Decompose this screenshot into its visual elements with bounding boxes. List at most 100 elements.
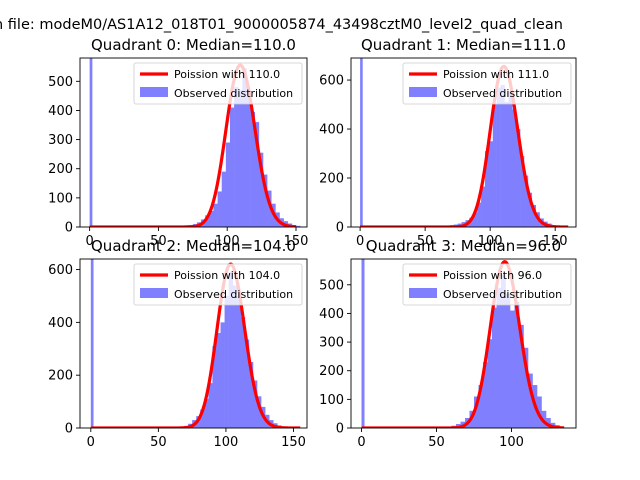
- legend: Poission with 96.0 Observed distribution: [402, 263, 572, 306]
- y-tick-label: 200: [48, 369, 73, 384]
- histogram-bar: [520, 155, 525, 227]
- histogram-bar: [488, 141, 494, 227]
- histogram-bar: [257, 396, 262, 428]
- x-tick-label: 100: [478, 234, 503, 249]
- histogram-bar: [232, 285, 238, 428]
- y-tick-label: 400: [319, 307, 344, 322]
- y-tick-label: 400: [48, 316, 73, 331]
- x-tick-label: 0: [85, 234, 93, 249]
- histogram-bar: [267, 190, 272, 227]
- histogram-bar: [531, 204, 536, 227]
- histogram-bar: [516, 129, 521, 227]
- histogram-bar: [209, 210, 214, 227]
- legend-label-poisson: Poission with 104.0: [174, 269, 280, 282]
- histogram-bar: [484, 151, 490, 227]
- legend-box: [402, 263, 572, 306]
- axes-frame: [79, 258, 308, 429]
- histogram-bar: [248, 361, 254, 428]
- histogram-bar: [252, 380, 258, 428]
- histogram-bar: [528, 373, 533, 428]
- plot-area: [360, 259, 565, 428]
- subplot-title: Quadrant 1: Median=111.0: [361, 36, 566, 54]
- x-tick-label: 100: [214, 435, 239, 450]
- legend-swatch-observed: [140, 87, 168, 97]
- histogram-bar: [250, 111, 256, 227]
- legend: Poission with 104.0 Observed distribution: [133, 263, 303, 306]
- histogram-bar: [228, 272, 233, 428]
- y-tick-label: 0: [336, 221, 344, 236]
- histogram-bar: [481, 186, 486, 227]
- y-tick-label: 100: [319, 393, 344, 408]
- x-tick-label: 50: [428, 435, 445, 450]
- histogram-bar: [483, 362, 488, 428]
- y-tick-label: 500: [319, 278, 344, 293]
- y-tick-label: 600: [319, 74, 344, 89]
- histogram-bar: [505, 293, 511, 428]
- y-tick-label: 0: [65, 422, 73, 437]
- axes-frame: [350, 57, 577, 228]
- histogram-bar: [204, 398, 209, 428]
- y-tick-label: 400: [48, 104, 73, 119]
- histogram-bar: [496, 87, 501, 227]
- poisson-curve: [360, 260, 565, 428]
- histogram-bar: [492, 104, 497, 227]
- x-tick-label: 100: [215, 234, 240, 249]
- legend-label-observed: Observed distribution: [174, 87, 293, 100]
- histogram-bar: [240, 317, 246, 428]
- y-tick-label: 400: [319, 123, 344, 138]
- subplot-title: Quadrant 2: Median=104.0: [91, 237, 296, 255]
- histogram-bar: [254, 122, 260, 227]
- histogram-bar: [487, 339, 493, 428]
- histogram-bar: [473, 212, 478, 227]
- y-tick-label: 300: [319, 336, 344, 351]
- histogram-bar: [512, 109, 517, 227]
- histogram-bar: [474, 396, 479, 428]
- legend: Poission with 111.0 Observed distribution: [402, 62, 572, 105]
- histogram-bar: [478, 385, 484, 428]
- histogram-bar: [220, 322, 225, 428]
- subplot-title: Quadrant 3: Median=96.0: [366, 237, 561, 255]
- histogram-bar: [514, 301, 520, 428]
- legend-label-observed: Observed distribution: [443, 87, 562, 100]
- y-tick-label: 0: [65, 221, 73, 236]
- histogram-bar-zero: [89, 58, 93, 227]
- legend: Poission with 110.0 Observed distribution: [133, 62, 303, 105]
- x-tick-label: 150: [284, 234, 309, 249]
- y-tick-label: 200: [319, 172, 344, 187]
- x-tick-label: 50: [150, 435, 167, 450]
- histogram-bar: [236, 295, 242, 428]
- histogram-bar: [527, 192, 533, 227]
- poisson-curve: [89, 262, 302, 428]
- histogram-bar: [500, 84, 505, 227]
- histogram-bar: [492, 307, 497, 428]
- histogram-bar: [225, 142, 231, 227]
- histogram-bar: [229, 107, 235, 227]
- histogram-bar: [208, 383, 213, 428]
- chart-panel-0: 0 50 100 150 0 100 200 300 400 500 Quadrant 0: Med…: [48, 36, 308, 249]
- histogram-bar: [238, 90, 243, 227]
- histogram-bar: [258, 152, 264, 227]
- x-tick-label: 0: [357, 435, 365, 450]
- legend-box: [402, 62, 572, 105]
- y-tick-label: 100: [48, 191, 73, 206]
- legend-box: [133, 62, 303, 105]
- figure-suptitle: n file: modeM0/AS1A12_018T01_9000005874_…: [0, 17, 563, 33]
- y-tick-label: 200: [319, 364, 344, 379]
- histogram-bar-zero: [361, 259, 365, 428]
- histogram-bar: [216, 332, 221, 428]
- chart-panel-1: 0 50 100 150 0 200 400 600 Quadrant 1: Median=11…: [319, 36, 577, 249]
- histogram-bar: [477, 202, 482, 227]
- histogram-bar: [510, 310, 515, 428]
- histogram-bar: [546, 417, 551, 428]
- plot-area: [359, 58, 570, 227]
- histogram-bar: [523, 175, 529, 227]
- legend-label-observed: Observed distribution: [174, 288, 293, 301]
- y-tick-label: 600: [48, 263, 73, 278]
- x-tick-label: 150: [281, 435, 306, 450]
- histogram-bar: [523, 347, 529, 428]
- y-tick-label: 200: [48, 162, 73, 177]
- plot-area: [89, 259, 302, 428]
- histogram-bar: [508, 91, 513, 227]
- histogram-bar: [469, 217, 474, 227]
